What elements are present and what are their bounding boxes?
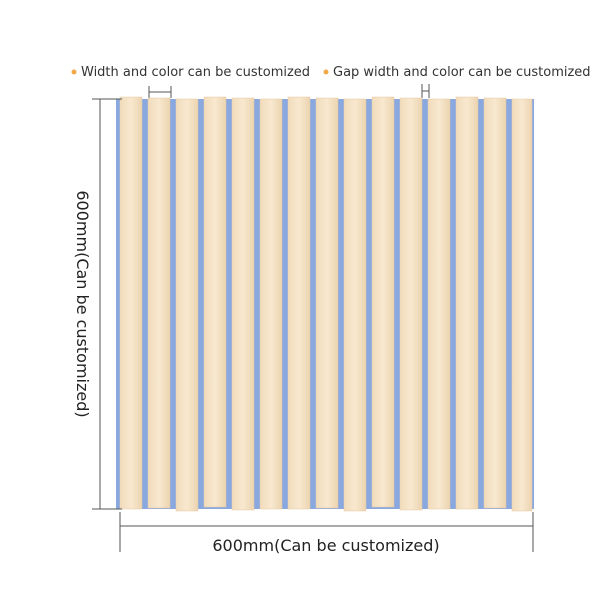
slat — [147, 97, 171, 509]
slat — [511, 98, 533, 512]
slat — [203, 96, 227, 508]
slat — [119, 96, 143, 510]
slat — [315, 97, 339, 509]
gap-marker — [421, 84, 430, 98]
bullet — [71, 69, 77, 75]
bullet — [323, 69, 329, 75]
slat — [231, 97, 255, 511]
width-label: 600mm(Can be customized) — [212, 536, 439, 555]
slat — [371, 96, 395, 508]
note-gap: Gap width and color can be customized — [333, 65, 591, 80]
width-marker — [148, 86, 172, 98]
slat — [343, 98, 367, 512]
note-width: Width and color can be customized — [81, 65, 310, 80]
width-dimension — [119, 512, 534, 552]
slat — [455, 96, 479, 510]
slat — [399, 97, 423, 511]
slat — [175, 98, 199, 512]
slat — [483, 97, 507, 509]
slat — [427, 98, 451, 510]
slat — [287, 96, 311, 510]
height-label: 600mm(Can be customized) — [73, 190, 92, 417]
slat — [259, 98, 283, 510]
height-dimension — [92, 98, 122, 510]
slats — [119, 96, 533, 512]
